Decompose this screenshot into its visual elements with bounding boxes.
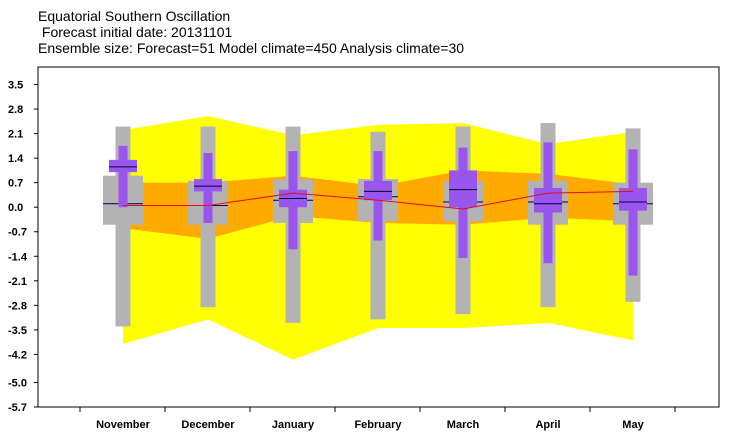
box-plots [103, 123, 653, 327]
y-tick-label: 2.8 [8, 104, 23, 116]
x-tick-label: January [272, 419, 315, 431]
x-tick-label: April [535, 419, 560, 431]
y-tick-label: -3.5 [8, 325, 27, 337]
x-tick-label: May [622, 419, 644, 431]
y-axis: 3.5 2.8 2.1 1.4 0.7 0.0 -0.7 -1.4 -2.1 -2.8 -3.5 -4… [8, 80, 38, 414]
forecast-whisker [118, 145, 128, 208]
ensemble-mean-line [123, 190, 634, 210]
y-tick-label: -2.8 [8, 300, 27, 312]
forecast-box [109, 159, 137, 173]
forecast-whisker [628, 149, 638, 276]
chart-title: Equatorial Southern Oscillation [38, 8, 231, 24]
ensemble-size-label: Ensemble size: Forecast=51 Model climate… [38, 40, 465, 56]
y-tick-label: -0.7 [8, 227, 27, 239]
x-tick-label: November [96, 419, 151, 431]
y-tick-label: 0.0 [8, 202, 23, 214]
x-tick-label: December [181, 419, 235, 431]
y-tick-label: 3.5 [8, 80, 23, 92]
plot-frame [37, 66, 720, 408]
x-tick-label: March [447, 419, 480, 431]
forecast-box [449, 170, 477, 208]
forecast-box [534, 187, 562, 213]
forecast-box [619, 187, 647, 211]
y-tick-label: -4.2 [8, 349, 27, 361]
forecast-date-label: Forecast initial date: 20131101 [38, 24, 233, 40]
median-lines [123, 190, 634, 210]
forecast-box [194, 179, 222, 192]
x-axis: November December January February March Apri… [79, 407, 676, 431]
y-tick-label: -5.0 [8, 377, 27, 389]
y-tick-label: -2.1 [8, 276, 27, 288]
y-tick-label: -5.7 [8, 402, 27, 414]
x-tick-label: February [354, 419, 402, 431]
y-tick-label: 2.1 [8, 129, 23, 141]
y-tick-label: 1.4 [8, 153, 24, 165]
chart-header: Equatorial Southern Oscillation Forecast… [38, 8, 464, 56]
forecast-box [364, 180, 392, 201]
y-tick-label: 0.7 [8, 178, 23, 190]
y-tick-label: -1.4 [8, 251, 28, 263]
